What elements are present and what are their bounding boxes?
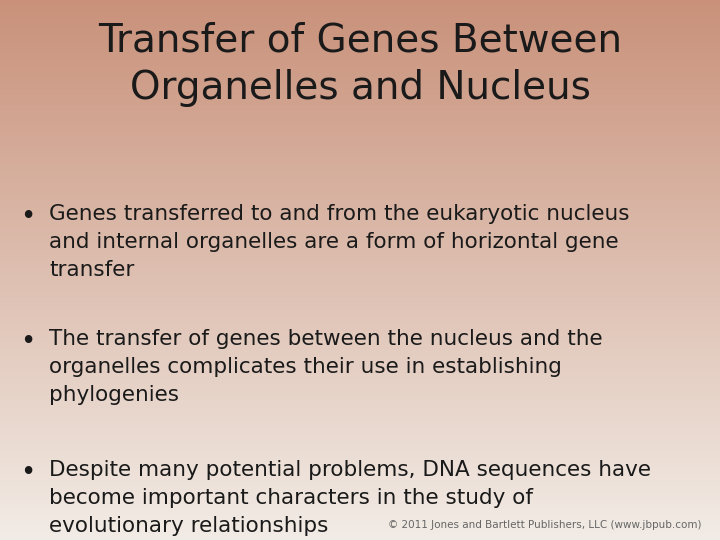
Text: •: • <box>19 204 35 230</box>
Text: •: • <box>19 329 35 355</box>
Text: •: • <box>19 460 35 486</box>
Text: The transfer of genes between the nucleus and the
organelles complicates their u: The transfer of genes between the nucleu… <box>49 329 603 406</box>
Text: © 2011 Jones and Bartlett Publishers, LLC (www.jbpub.com): © 2011 Jones and Bartlett Publishers, LL… <box>389 520 702 530</box>
Text: Genes transferred to and from the eukaryotic nucleus
and internal organelles are: Genes transferred to and from the eukary… <box>49 204 629 280</box>
Text: Despite many potential problems, DNA sequences have
become important characters : Despite many potential problems, DNA seq… <box>49 460 651 536</box>
Text: Transfer of Genes Between
Organelles and Nucleus: Transfer of Genes Between Organelles and… <box>98 22 622 106</box>
